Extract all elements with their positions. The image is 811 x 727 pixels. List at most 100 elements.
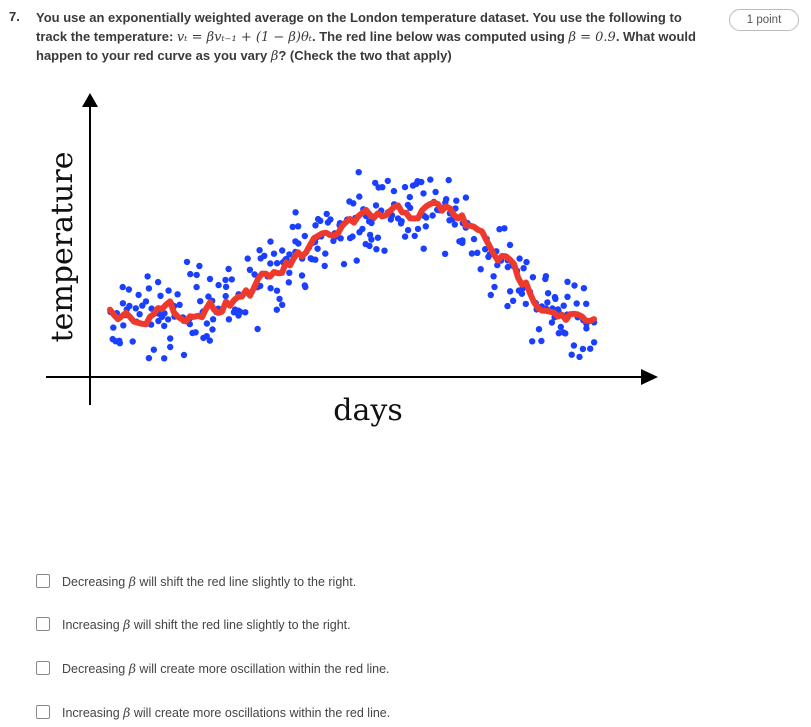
- data-point: [132, 305, 139, 312]
- data-point: [129, 338, 136, 345]
- option-decrease-more-oscillation[interactable]: Decreasing β will create more oscillatio…: [36, 658, 390, 678]
- data-point: [482, 246, 489, 253]
- data-point: [298, 272, 306, 279]
- option-label: Increasing β will shift the red line sli…: [62, 616, 351, 632]
- data-point: [285, 279, 292, 286]
- data-point: [544, 299, 551, 306]
- data-point: [414, 225, 422, 233]
- option-increase-more-oscillations[interactable]: Increasing β will create more oscillatio…: [36, 702, 390, 722]
- data-point: [209, 326, 216, 333]
- data-point: [161, 355, 168, 362]
- data-point: [420, 190, 427, 197]
- data-point: [145, 285, 153, 292]
- data-points: [107, 169, 598, 362]
- data-point: [187, 270, 194, 278]
- data-point: [557, 323, 564, 331]
- data-point: [355, 169, 362, 176]
- data-point: [286, 269, 293, 276]
- data-point: [139, 302, 146, 309]
- data-point: [504, 263, 511, 271]
- data-point: [583, 300, 590, 307]
- data-point: [490, 273, 497, 280]
- data-point: [384, 177, 391, 185]
- data-point: [126, 302, 133, 310]
- data-point: [276, 295, 283, 303]
- checkbox[interactable]: [36, 617, 50, 631]
- data-point: [256, 247, 263, 254]
- data-point: [323, 210, 330, 218]
- data-point: [110, 324, 117, 331]
- option-label: Increasing β will create more oscillatio…: [62, 704, 391, 720]
- data-point: [312, 222, 319, 229]
- data-point: [327, 216, 334, 223]
- data-point: [330, 237, 337, 245]
- data-point: [368, 219, 375, 227]
- beta-symbol: β: [128, 660, 136, 676]
- data-point: [522, 300, 529, 308]
- data-point: [244, 255, 251, 262]
- data-point: [145, 354, 153, 362]
- data-point: [273, 287, 281, 294]
- data-point: [286, 251, 293, 258]
- data-point: [560, 302, 567, 309]
- data-point: [506, 288, 514, 295]
- data-point: [197, 298, 204, 305]
- data-point: [228, 276, 235, 283]
- data-point: [322, 250, 329, 257]
- data-point: [487, 291, 494, 299]
- data-point: [267, 285, 274, 292]
- data-point: [267, 260, 274, 267]
- data-point: [267, 238, 274, 245]
- checkbox[interactable]: [36, 661, 50, 675]
- data-point: [573, 300, 580, 307]
- data-point: [167, 343, 174, 351]
- data-point: [321, 262, 328, 270]
- data-point: [312, 256, 319, 263]
- data-point: [401, 183, 409, 191]
- question-text: You use an exponentially weighted averag…: [36, 9, 696, 67]
- ewa-formula: vₜ = βvₜ₋₁ + (1 − β)θₜ: [176, 29, 313, 45]
- data-point: [441, 250, 449, 257]
- beta-symbol: β: [270, 49, 279, 64]
- data-point: [161, 322, 168, 330]
- data-point: [301, 232, 308, 240]
- question-text-part4: ? (Check the two that apply): [278, 48, 452, 63]
- data-point: [468, 250, 476, 257]
- data-point: [516, 255, 523, 262]
- data-point: [523, 258, 530, 266]
- points-badge: 1 point: [729, 9, 799, 31]
- data-point: [349, 233, 356, 240]
- data-point: [142, 298, 150, 305]
- ewa-red-line: [107, 199, 597, 328]
- data-point: [579, 345, 587, 353]
- data-point: [372, 202, 380, 209]
- data-point: [279, 247, 286, 254]
- data-point: [193, 271, 200, 279]
- data-point: [506, 241, 514, 249]
- option-increase-shift-right[interactable]: Increasing β will shift the red line sli…: [36, 614, 351, 634]
- data-point: [590, 339, 598, 346]
- data-point: [273, 306, 280, 313]
- data-point: [372, 179, 379, 187]
- data-point: [580, 285, 588, 292]
- data-point: [520, 265, 527, 272]
- data-point: [246, 266, 254, 273]
- data-point: [295, 223, 302, 230]
- data-point: [474, 249, 481, 256]
- data-point: [587, 345, 594, 352]
- checkbox[interactable]: [36, 574, 50, 588]
- checkbox[interactable]: [36, 705, 50, 719]
- data-point: [356, 193, 363, 200]
- data-point: [366, 242, 373, 250]
- data-point: [491, 283, 498, 291]
- data-point: [206, 337, 213, 344]
- beta-symbol: β: [123, 616, 131, 632]
- data-point: [459, 239, 466, 246]
- option-decrease-shift-right[interactable]: Decreasing β will shift the red line sli…: [36, 571, 356, 591]
- data-point: [443, 196, 450, 203]
- question-number: 7.: [9, 9, 20, 24]
- data-point: [411, 232, 418, 240]
- data-point: [451, 221, 458, 228]
- data-point: [353, 257, 360, 264]
- data-point: [504, 302, 511, 310]
